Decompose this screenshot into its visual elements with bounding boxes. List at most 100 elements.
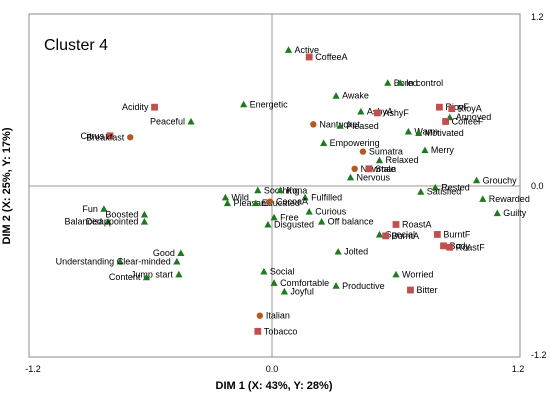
point-label: BurntF xyxy=(443,229,471,239)
point-label: Disgusted xyxy=(274,219,314,229)
triangle-marker xyxy=(100,205,108,212)
point-label: Tobacco xyxy=(264,326,298,336)
point-label: Pleased xyxy=(346,121,379,131)
point-label: Pleasant xyxy=(233,198,269,208)
circle-marker xyxy=(359,148,367,155)
data-point: CoffeeA xyxy=(305,52,348,62)
point-label: Fun xyxy=(82,204,98,214)
point-label: Body xyxy=(450,241,471,251)
point-label: Jolted xyxy=(344,247,368,257)
point-label: Bitter xyxy=(416,285,437,295)
circle-marker xyxy=(310,121,317,128)
data-point: Motivated xyxy=(415,128,464,138)
triangle-marker xyxy=(431,183,439,191)
triangle-marker xyxy=(221,193,230,201)
point-label: Educated xyxy=(262,198,300,208)
y-tick-label-min: -1.2 xyxy=(531,350,547,360)
triangle-marker xyxy=(357,107,365,115)
data-point: Merry xyxy=(421,145,454,155)
point-label: Boosted xyxy=(105,210,138,220)
data-point: Energetic xyxy=(240,99,288,109)
data-point: AshyF xyxy=(374,108,409,118)
data-point: Worried xyxy=(392,269,433,279)
triangle-marker xyxy=(404,127,412,135)
point-label: In control xyxy=(406,78,443,88)
triangle-marker xyxy=(384,79,392,86)
data-point: RoastF xyxy=(446,242,485,252)
square-marker xyxy=(446,243,454,251)
y-axis-label: DIM 2 (X: 25%, Y: 17%) xyxy=(1,127,13,244)
point-label: Grouchy xyxy=(483,175,518,185)
point-label: RioyA xyxy=(458,104,482,114)
data-point: Special xyxy=(375,229,415,239)
circle-marker xyxy=(351,165,358,172)
data-point: Kona xyxy=(276,185,307,195)
point-label: Wild xyxy=(231,192,249,202)
point-label: Energetic xyxy=(250,99,289,109)
circle-marker xyxy=(256,312,264,319)
point-label: Special xyxy=(385,229,415,239)
point-label: Sumatra xyxy=(369,147,403,157)
triangle-marker xyxy=(336,122,344,129)
data-point: Understanding xyxy=(56,257,124,267)
data-point: Satisfied xyxy=(417,187,461,197)
square-marker xyxy=(106,132,114,140)
point-label: Awake xyxy=(342,91,369,101)
point-label: Social xyxy=(270,267,295,277)
square-marker xyxy=(365,165,373,173)
point-label: Relaxed xyxy=(385,155,418,165)
data-point: Curious xyxy=(305,207,347,217)
data-point: BurntA xyxy=(382,231,419,241)
data-point: Disappointed xyxy=(86,217,149,227)
square-marker xyxy=(392,221,400,228)
triangle-marker xyxy=(301,193,309,201)
point-label: Off balance xyxy=(328,217,374,227)
data-point: Active xyxy=(284,45,319,55)
data-point: In control xyxy=(396,78,443,88)
triangle-marker xyxy=(284,46,293,53)
data-point: Body xyxy=(440,241,471,251)
triangle-marker xyxy=(173,257,181,265)
data-point: CoffeeF xyxy=(442,117,484,127)
data-point: Peaceful xyxy=(150,117,195,127)
point-label: Breakfast xyxy=(86,132,125,142)
triangle-marker xyxy=(270,279,278,286)
triangle-marker xyxy=(320,139,328,146)
point-label: Comfortable xyxy=(280,278,329,288)
triangle-marker xyxy=(396,79,404,86)
triangle-marker xyxy=(305,208,313,215)
data-point: Balanced xyxy=(64,217,112,227)
square-marker xyxy=(433,231,441,238)
point-label: RioyF xyxy=(445,102,469,112)
point-label: BurntA xyxy=(392,231,420,241)
x-tick-label-min: -1.2 xyxy=(25,364,41,374)
data-point: Content xyxy=(109,272,151,282)
point-label: Acidity xyxy=(122,102,149,112)
point-label: Warm xyxy=(414,127,438,137)
triangle-marker xyxy=(318,218,326,225)
point-label: CoffeeF xyxy=(452,117,484,127)
data-point: Nervous xyxy=(346,172,391,182)
point-label: Balanced xyxy=(64,217,102,227)
data-point: Rested xyxy=(431,182,470,192)
triangle-marker xyxy=(332,282,340,289)
square-marker xyxy=(440,242,447,250)
data-point: Citrus xyxy=(80,131,114,141)
square-marker xyxy=(151,103,158,111)
data-point: Newman xyxy=(351,164,396,174)
triangle-marker xyxy=(240,100,248,108)
data-point: Tobacco xyxy=(254,326,297,336)
triangle-marker xyxy=(392,270,400,278)
data-point: Pleased xyxy=(336,121,379,131)
point-label: Bored xyxy=(394,78,418,88)
data-point: Rewarded xyxy=(479,194,530,204)
triangle-marker xyxy=(270,213,278,221)
triangle-marker xyxy=(375,156,384,164)
point-label: Merry xyxy=(431,145,454,155)
x-tick-label-max: 1.2 xyxy=(512,364,525,374)
triangle-marker xyxy=(280,287,288,295)
circle-marker xyxy=(266,198,274,205)
triangle-marker xyxy=(493,209,501,217)
